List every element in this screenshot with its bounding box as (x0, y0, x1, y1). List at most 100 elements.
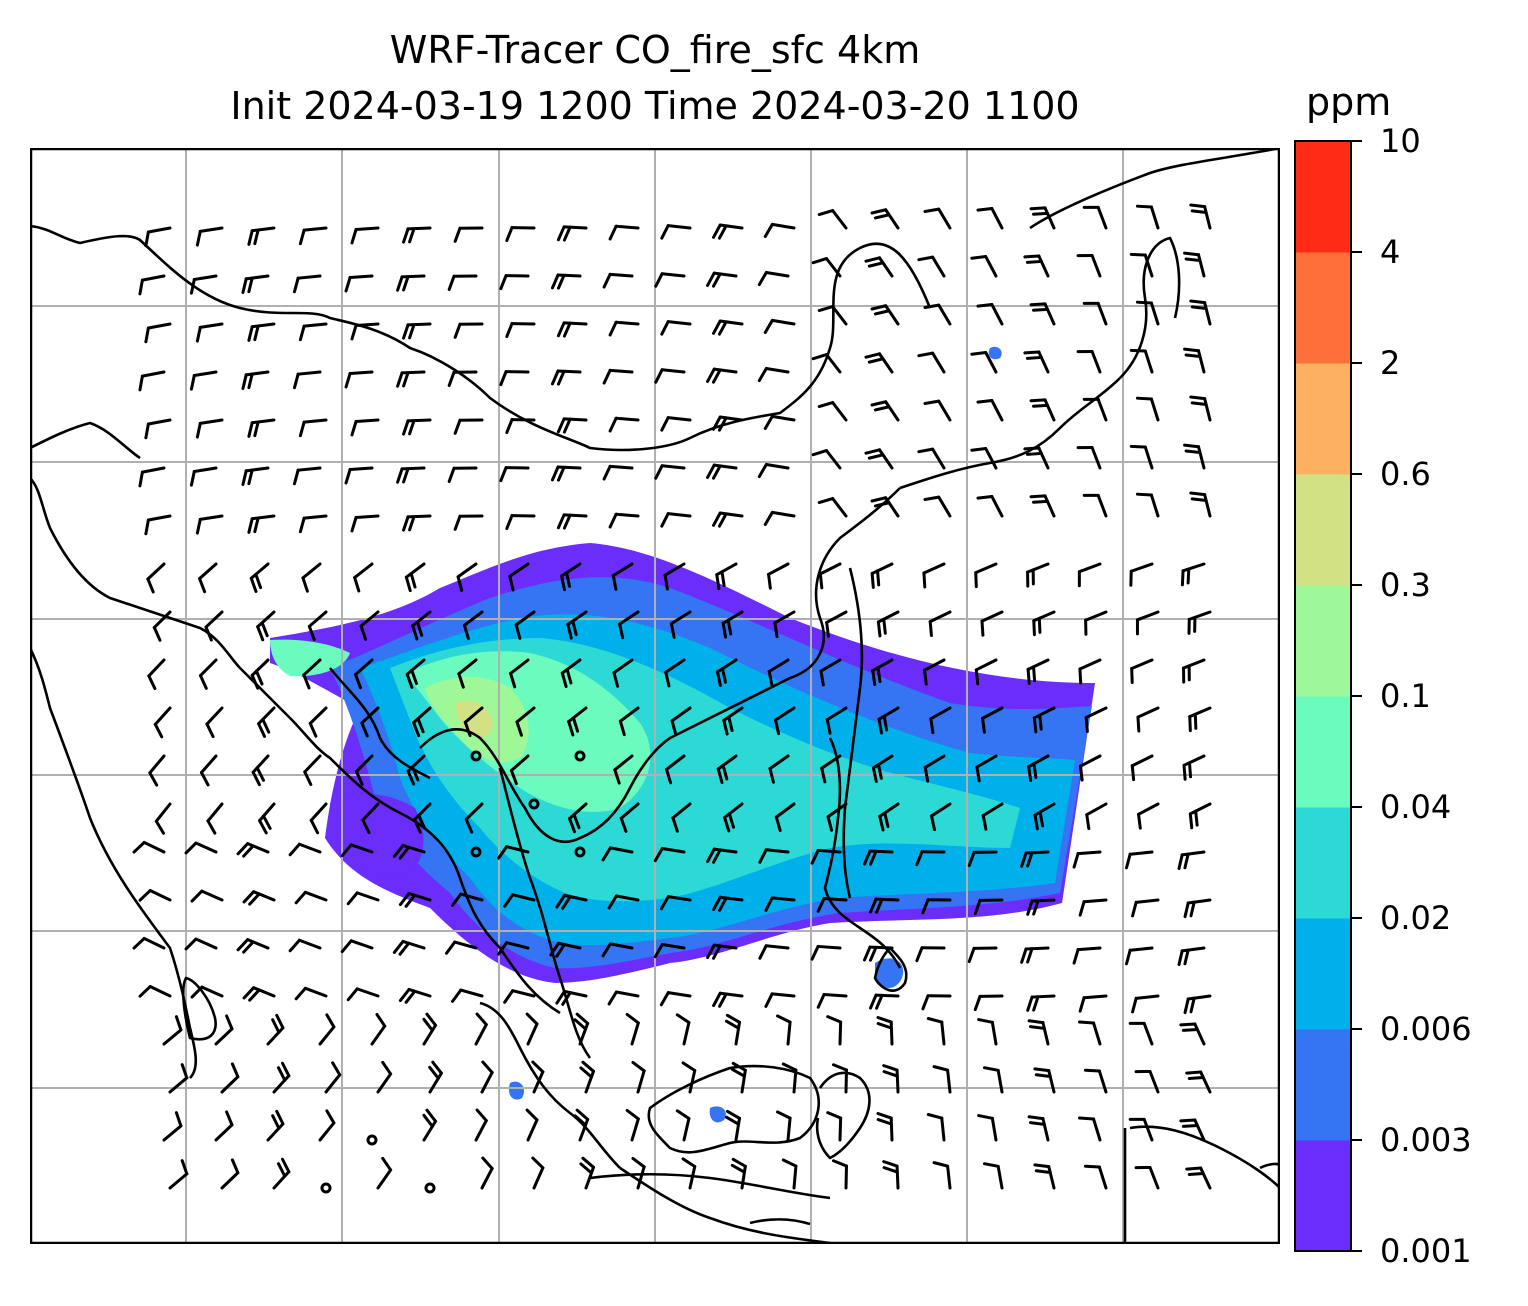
wind-barb (199, 754, 218, 787)
wind-barb (318, 1013, 336, 1046)
wind-barb (497, 941, 530, 956)
wind-barb (922, 562, 946, 589)
wind-barb (189, 370, 218, 391)
wind-barb (499, 370, 530, 387)
wind-barb (272, 1061, 291, 1094)
wind-barb (392, 843, 426, 860)
wind-barb (721, 610, 744, 639)
wind-barb (706, 367, 738, 384)
wind-barb (189, 274, 218, 295)
wind-barb (1078, 658, 1102, 685)
wind-barb (550, 465, 582, 482)
wind-barb (712, 319, 744, 336)
wind-barb (1078, 1116, 1102, 1142)
wind-barb (1189, 491, 1212, 518)
wind-barb (870, 208, 900, 230)
wind-barb (608, 512, 640, 529)
wind-barb (168, 1159, 189, 1190)
graticule-lines (30, 148, 1280, 1244)
wind-barb (531, 1060, 545, 1094)
wind-barb (660, 416, 692, 432)
wind-barb (153, 706, 172, 739)
wind-barb (608, 416, 640, 433)
wind-barb (767, 658, 790, 687)
wind-barb (1076, 253, 1102, 278)
wind-barb (1078, 898, 1108, 917)
wind-barb (146, 562, 166, 594)
wind-barb (763, 318, 796, 334)
wind-barb (447, 370, 478, 387)
wind-barb (923, 658, 946, 686)
calm-circle (366, 1134, 378, 1146)
wind-barb (301, 562, 322, 593)
wind-barb (242, 986, 276, 1002)
wind-barb (712, 991, 744, 1008)
wind-barb (669, 610, 692, 639)
wind-barb (1128, 1117, 1154, 1142)
wind-barb (864, 448, 894, 470)
wind-barb (665, 754, 686, 785)
wind-barb (724, 1109, 742, 1142)
wind-barb (359, 610, 380, 641)
wind-barb (220, 1158, 240, 1190)
map-panel (30, 148, 1280, 1244)
wind-barb (376, 1156, 393, 1190)
wind-barb (1189, 395, 1212, 422)
wind-barb (1076, 445, 1102, 470)
wind-barb (412, 706, 432, 738)
wind-barb (1033, 802, 1056, 831)
wind-barb (340, 843, 374, 858)
plume-west-patch (270, 639, 350, 677)
wind-barb (763, 414, 796, 430)
wind-barb (309, 802, 328, 835)
wind-barb (923, 207, 952, 230)
wind-barb (503, 989, 536, 1004)
wind-barb (1125, 850, 1154, 870)
wind-barb (453, 226, 484, 243)
wind-barb (1083, 1164, 1108, 1190)
wind-barb (764, 992, 796, 1008)
wind-barb (1082, 493, 1108, 518)
colorbar-tick-label: 0.04 (1380, 788, 1452, 826)
wind-barb (555, 893, 588, 910)
wind-barb (970, 255, 998, 278)
wind-barb (1026, 658, 1050, 685)
wind-barb (499, 274, 530, 291)
wind-barb (1078, 1020, 1102, 1046)
wind-barb (1136, 706, 1160, 733)
wind-barb (370, 1012, 387, 1046)
wind-barb (675, 1013, 691, 1046)
wind-barb (360, 706, 380, 738)
wind-barb (480, 1060, 494, 1094)
wind-barb (556, 513, 588, 530)
wind-barb (1182, 658, 1206, 684)
wind-barb (340, 939, 374, 954)
wind-barb (556, 225, 588, 242)
wind-barb (1072, 946, 1102, 965)
wind-barb (292, 274, 322, 294)
wind-barb (882, 1064, 900, 1094)
wind-barb (567, 706, 588, 737)
wind-barb (505, 418, 536, 435)
colorbar-segments (1295, 141, 1351, 1252)
wind-barb (1085, 802, 1108, 831)
wind-barb (204, 610, 224, 642)
wind-barb (923, 495, 952, 518)
colorbar-tick-label: 4 (1380, 233, 1401, 271)
wind-barb (138, 466, 166, 488)
wind-barb (404, 562, 426, 593)
wind-barb (152, 610, 172, 642)
calm-circle (574, 750, 586, 762)
wind-barb (318, 1109, 336, 1142)
wind-barb (601, 942, 634, 958)
wind-barb (573, 1012, 590, 1046)
wind-barb (618, 610, 640, 640)
wind-barb (923, 754, 946, 783)
wind-barb (977, 1114, 998, 1142)
wind-barb (480, 1156, 494, 1190)
wind-barb (199, 658, 218, 690)
wind-barb (350, 226, 380, 245)
wind-barb (1032, 706, 1056, 734)
wind-barb (503, 893, 536, 908)
wind-barb (921, 898, 952, 915)
